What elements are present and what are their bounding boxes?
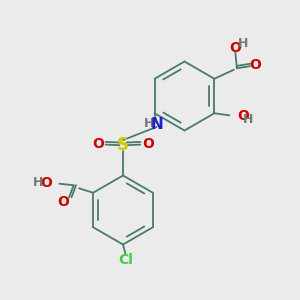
Text: H: H [243,113,253,126]
Text: O: O [230,41,241,55]
Text: H: H [33,176,43,189]
Text: H: H [144,117,154,130]
Text: O: O [250,58,261,72]
Text: O: O [92,137,104,151]
Text: O: O [142,137,154,151]
Text: O: O [40,176,52,190]
Text: S: S [117,136,129,154]
Text: H: H [238,37,248,50]
Text: O: O [57,195,69,209]
Text: Cl: Cl [118,253,134,266]
Text: O: O [237,109,249,123]
Text: N: N [150,117,163,132]
